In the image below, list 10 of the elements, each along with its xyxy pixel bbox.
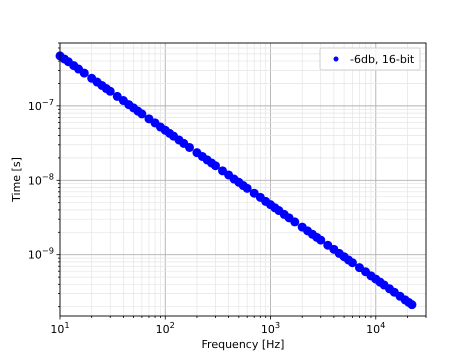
y-tick-label: 10$^{−7}$: [28, 96, 54, 113]
y-tick-label: 10$^{−8}$: [28, 171, 54, 188]
x-tick-label: 10$^{3}$: [260, 320, 280, 336]
x-axis-title: Frequency [Hz]: [202, 338, 284, 351]
legend-label: -6db, 16-bit: [350, 53, 415, 66]
y-tick-label: 10$^{−9}$: [28, 246, 54, 262]
y-axis-title: Time [s]: [10, 157, 23, 203]
x-tick-label: 10$^{1}$: [50, 320, 70, 336]
x-tick-label: 10$^{2}$: [156, 320, 175, 336]
x-tick-label: 10$^{4}$: [366, 320, 386, 336]
